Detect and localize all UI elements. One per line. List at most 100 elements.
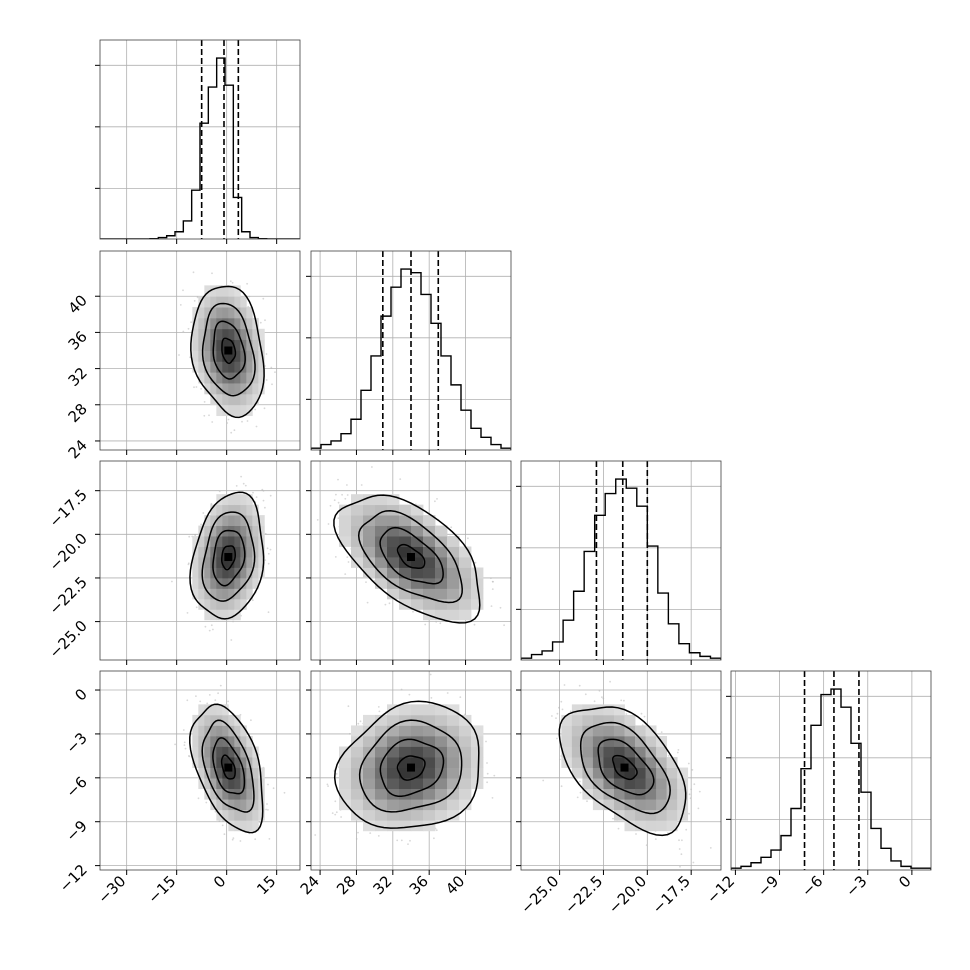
sample-point: [241, 420, 243, 423]
density-cell: [216, 350, 223, 362]
sample-point: [178, 354, 180, 356]
density-cell: [222, 494, 229, 506]
sample-point: [335, 811, 338, 814]
density-cell: [240, 577, 247, 589]
density-cell: [222, 296, 229, 308]
density-cell: [216, 296, 223, 308]
density-cell: [204, 372, 211, 384]
sample-point: [195, 606, 198, 609]
density-cell: [234, 546, 241, 558]
density-cell: [459, 567, 472, 579]
sample-point: [492, 580, 494, 583]
density-cell: [246, 778, 253, 790]
sample-point: [193, 386, 195, 389]
sample-point: [195, 695, 197, 697]
density-cell: [363, 557, 376, 568]
density-cell: [375, 494, 388, 506]
sample-point: [214, 699, 217, 702]
density-cell: [252, 577, 259, 589]
density-cell: [210, 372, 217, 384]
density-cell: [339, 515, 352, 526]
density-cell: [228, 372, 235, 384]
density-cells: [192, 285, 265, 417]
density-cell: [216, 557, 223, 568]
density-cell: [198, 735, 205, 747]
density-cell: [216, 767, 223, 779]
density-cell: [246, 339, 253, 351]
sample-point: [262, 490, 265, 492]
density-cell: [435, 546, 448, 558]
density-cell: [228, 557, 235, 568]
density-cell: [198, 328, 205, 341]
density-cell: [363, 536, 376, 547]
density-cell: [204, 746, 211, 758]
density-cell: [363, 525, 376, 537]
sample-point: [267, 611, 270, 614]
density-cell: [423, 588, 436, 600]
density-cell: [210, 361, 217, 373]
density-cell: [204, 339, 211, 351]
pair-panel-1-2: [311, 461, 511, 660]
density-cell: [198, 577, 205, 589]
density-cell: [198, 339, 205, 351]
sample-point: [329, 504, 332, 507]
sample-point: [186, 612, 189, 614]
sample-point: [182, 330, 185, 333]
panel-frame: [99, 670, 301, 871]
density-cell: [252, 757, 259, 768]
density-cell: [387, 515, 400, 526]
sample-point: [196, 296, 199, 299]
density-cell: [222, 504, 229, 516]
density-cell: [246, 588, 253, 600]
density-cell: [204, 285, 211, 297]
sample-point: [283, 791, 286, 794]
sample-point: [335, 773, 338, 775]
density-cell: [246, 767, 253, 779]
histogram-panel-3: [731, 671, 931, 870]
density-cell: [192, 567, 199, 579]
contour-0: [190, 285, 265, 419]
sample-point: [232, 837, 235, 839]
sample-point: [200, 388, 203, 390]
contour-1: [357, 509, 463, 604]
sample-point: [334, 556, 337, 558]
density-cell: [240, 598, 247, 610]
sample-point: [255, 425, 258, 428]
density-cell: [192, 557, 199, 568]
density-cell: [258, 383, 265, 395]
density-cell: [351, 557, 364, 568]
density-cell: [423, 546, 436, 558]
density-cell: [216, 361, 223, 373]
sample-point: [265, 379, 268, 381]
density-peak: [224, 763, 233, 772]
density-cell: [228, 296, 235, 308]
sample-point: [340, 816, 342, 818]
density-cell: [210, 735, 217, 747]
density-cell: [204, 350, 211, 362]
density-cell: [234, 525, 241, 537]
density-cell: [210, 525, 217, 537]
sample-point: [357, 722, 360, 725]
density-cell: [222, 317, 229, 330]
density-cell: [234, 383, 241, 395]
sample-point: [347, 561, 350, 563]
sample-point: [346, 556, 349, 558]
density-cell: [198, 536, 205, 547]
contour-3: [396, 543, 426, 569]
density-cell: [222, 350, 229, 362]
contour-0: [189, 491, 265, 620]
density-cell: [192, 546, 199, 558]
density-cell: [222, 328, 229, 341]
density-cell: [252, 328, 259, 341]
sample-point: [190, 321, 193, 324]
density-cell: [252, 383, 259, 395]
sample-point: [267, 783, 269, 786]
density-cell: [351, 546, 364, 558]
sample-point: [203, 401, 206, 403]
density-cell: [246, 788, 253, 800]
density-cell: [240, 809, 247, 821]
density-cell: [204, 577, 211, 589]
density-cell: [210, 778, 217, 790]
density-cell: [216, 598, 223, 610]
density-cell: [216, 372, 223, 384]
